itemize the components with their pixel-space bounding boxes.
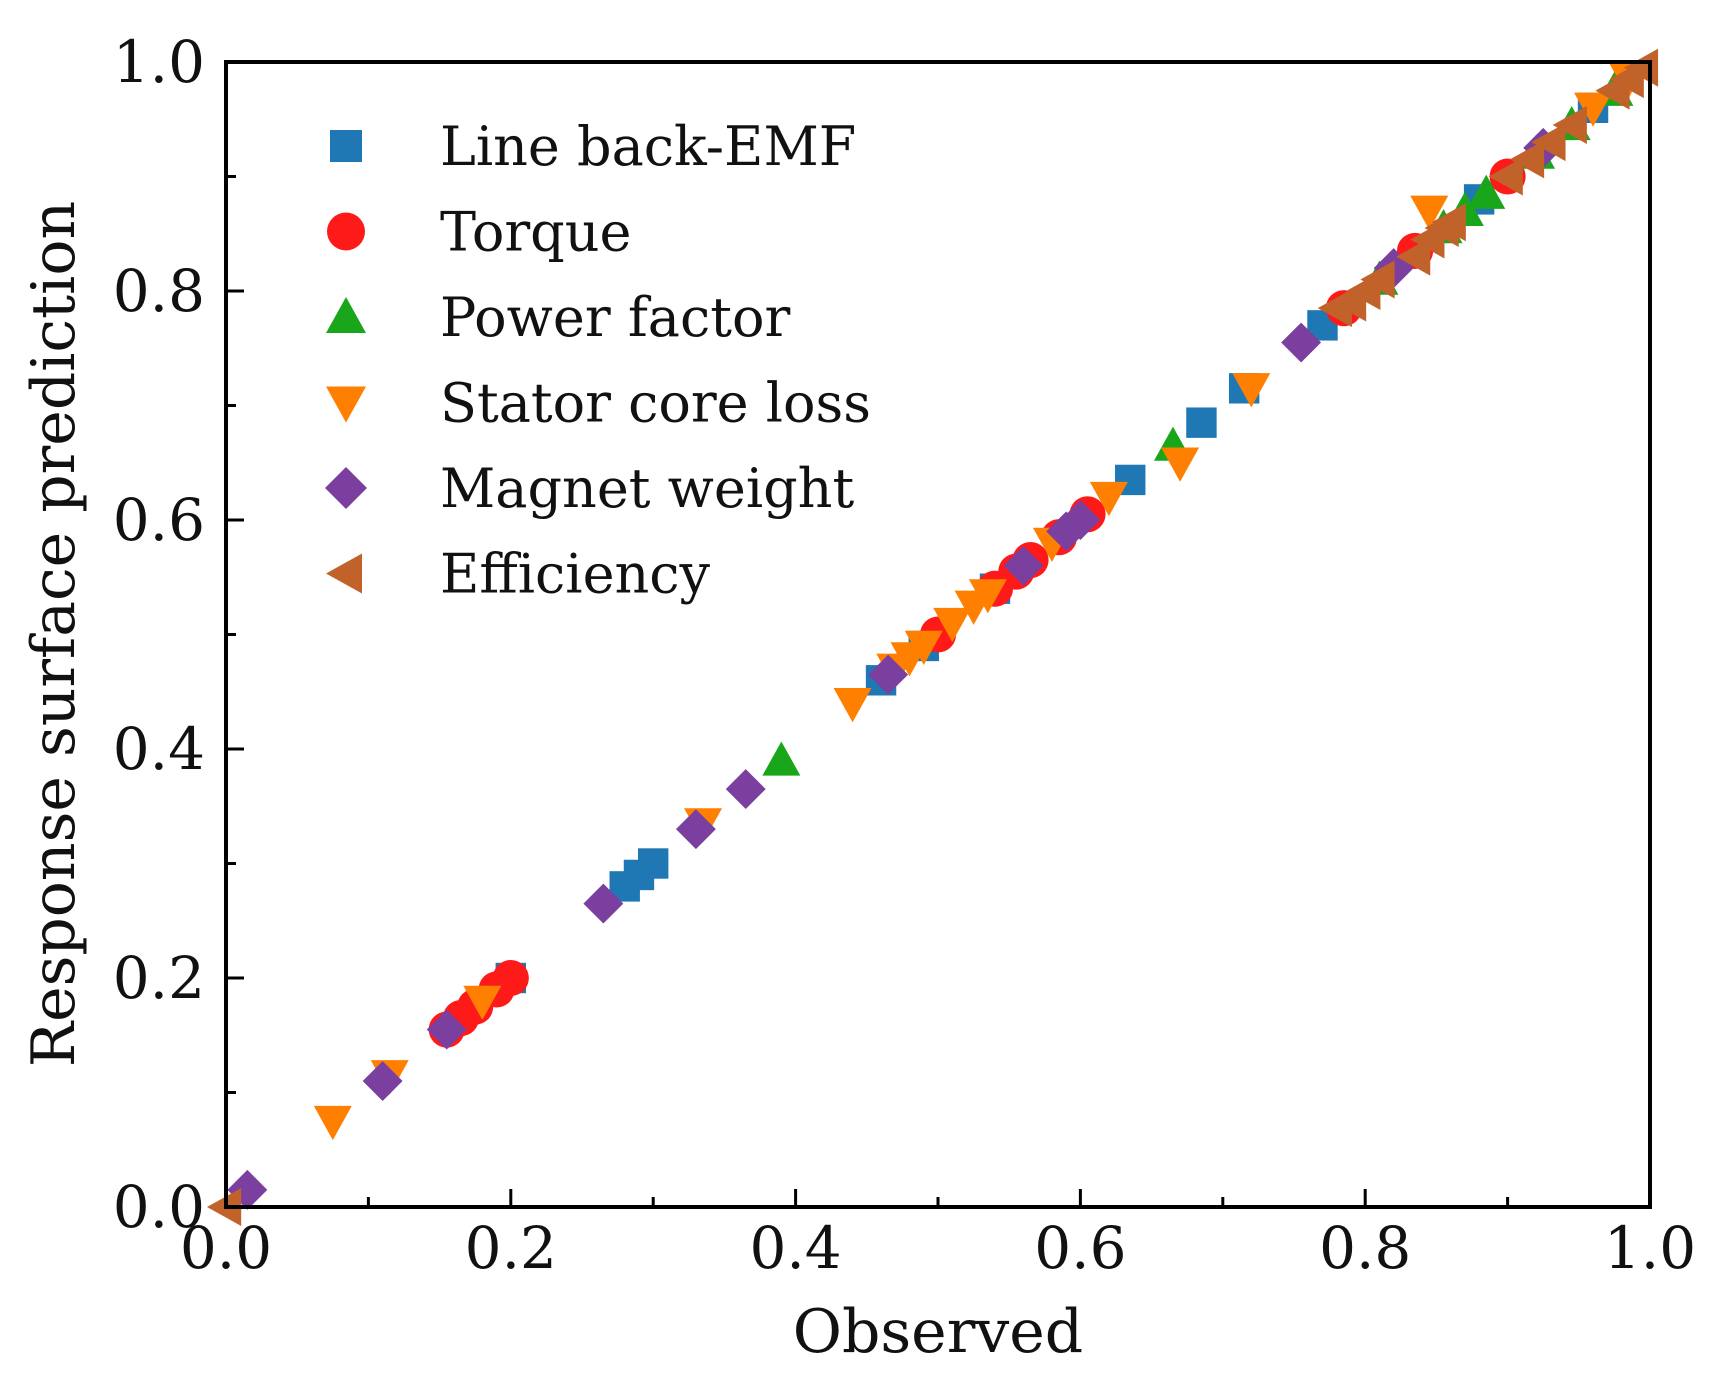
tick-labels: 0.0 0.2 0.4 0.6 0.8 1.0 0.0 0.2 0.4 0.6 0.8 1.0	[113, 28, 1696, 1282]
x-tick-label: 0.8	[1319, 1214, 1411, 1282]
series-triangle-left	[207, 48, 1659, 1226]
data-point	[1003, 545, 1044, 586]
data-point	[725, 769, 766, 810]
legend-label: Line back-EMF	[440, 115, 856, 178]
legend-item: Torque	[327, 201, 631, 264]
legend-label: Stator core loss	[440, 372, 871, 435]
data-point	[968, 579, 1007, 614]
y-axis-title: Response surface prediction	[19, 201, 89, 1067]
data-point	[833, 688, 872, 723]
data-point	[362, 1061, 403, 1101]
y-tick-label: 1.0	[113, 28, 205, 96]
y-tick-label: 0.4	[113, 715, 205, 783]
legend-marker	[327, 212, 365, 251]
y-tick-label: 0.2	[113, 944, 205, 1012]
legend-item: Power factor	[326, 286, 790, 349]
data-point	[1531, 123, 1566, 162]
y-tick-label: 0.8	[113, 257, 205, 325]
data-point	[933, 607, 972, 643]
legend: Line back-EMF Torque Power factor Stator co…	[325, 115, 871, 606]
x-tick-label: 1.0	[1604, 1214, 1696, 1282]
data-point	[1161, 447, 1200, 482]
data-point	[1574, 92, 1613, 127]
legend-label: Magnet weight	[440, 457, 854, 520]
data-point	[492, 959, 529, 997]
series-diamond	[227, 127, 1564, 1210]
legend-item: Stator core loss	[326, 372, 871, 435]
data-point	[1467, 174, 1506, 209]
data-point	[1396, 237, 1431, 276]
x-tick-label: 0.6	[1034, 1214, 1126, 1282]
x-axis-title: Observed	[793, 1297, 1083, 1367]
plot-marks	[207, 48, 1659, 1226]
axis-ticks	[224, 60, 1652, 1209]
data-point	[1060, 500, 1101, 540]
data-point	[1232, 373, 1271, 408]
data-point	[1089, 481, 1128, 517]
data-point	[1509, 140, 1545, 179]
data-point	[1360, 260, 1395, 299]
data-point	[227, 1169, 268, 1210]
x-tick-label: 0.4	[749, 1214, 841, 1282]
legend-label: Efficiency	[440, 543, 711, 606]
data-point	[1488, 157, 1523, 196]
data-point	[868, 654, 909, 695]
legend-item: Line back-EMF	[330, 115, 856, 178]
legend-marker	[330, 130, 362, 162]
x-tick-label: 0.2	[465, 1214, 557, 1282]
data-point	[638, 848, 669, 879]
data-point	[463, 985, 502, 1020]
legend-label: Torque	[440, 201, 631, 264]
data-point	[313, 1105, 352, 1141]
legend-marker	[326, 553, 362, 594]
legend-marker	[326, 386, 366, 423]
legend-marker	[326, 297, 366, 333]
data-point	[1431, 203, 1466, 242]
data-point	[675, 809, 716, 850]
legend-label: Power factor	[440, 286, 790, 349]
legend-item: Efficiency	[326, 543, 711, 606]
y-tick-label: 0.6	[113, 486, 205, 554]
data-point	[1046, 511, 1087, 552]
data-point	[1281, 322, 1322, 363]
legend-marker	[325, 467, 367, 509]
y-tick-label: 0.0	[113, 1173, 205, 1241]
data-point	[762, 741, 801, 776]
legend-item: Magnet weight	[325, 457, 854, 520]
x-tick-label: 0.0	[180, 1214, 272, 1282]
data-point	[583, 883, 624, 924]
data-point	[904, 630, 943, 665]
data-point	[1410, 195, 1449, 230]
data-point	[1552, 105, 1587, 144]
data-point	[1186, 407, 1217, 438]
data-point	[426, 1009, 467, 1050]
